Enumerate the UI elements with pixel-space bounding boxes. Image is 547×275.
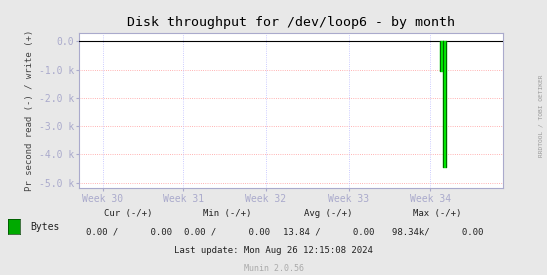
Text: Bytes: Bytes [30,222,60,232]
Text: Avg (-/+): Avg (-/+) [304,209,352,218]
Text: Max (-/+): Max (-/+) [414,209,462,218]
Text: Cur (-/+): Cur (-/+) [104,209,153,218]
Text: Munin 2.0.56: Munin 2.0.56 [243,264,304,273]
Text: 98.34k/      0.00: 98.34k/ 0.00 [392,228,484,237]
Text: Last update: Mon Aug 26 12:15:08 2024: Last update: Mon Aug 26 12:15:08 2024 [174,246,373,255]
Y-axis label: Pr second read (-) / write (+): Pr second read (-) / write (+) [25,30,34,191]
Text: 13.84 /      0.00: 13.84 / 0.00 [282,228,374,237]
Text: Min (-/+): Min (-/+) [203,209,251,218]
Text: 0.00 /      0.00: 0.00 / 0.00 [184,228,270,237]
Title: Disk throughput for /dev/loop6 - by month: Disk throughput for /dev/loop6 - by mont… [127,16,455,29]
Text: 0.00 /      0.00: 0.00 / 0.00 [85,228,172,237]
Text: RRDTOOL / TOBI OETIKER: RRDTOOL / TOBI OETIKER [538,74,543,157]
